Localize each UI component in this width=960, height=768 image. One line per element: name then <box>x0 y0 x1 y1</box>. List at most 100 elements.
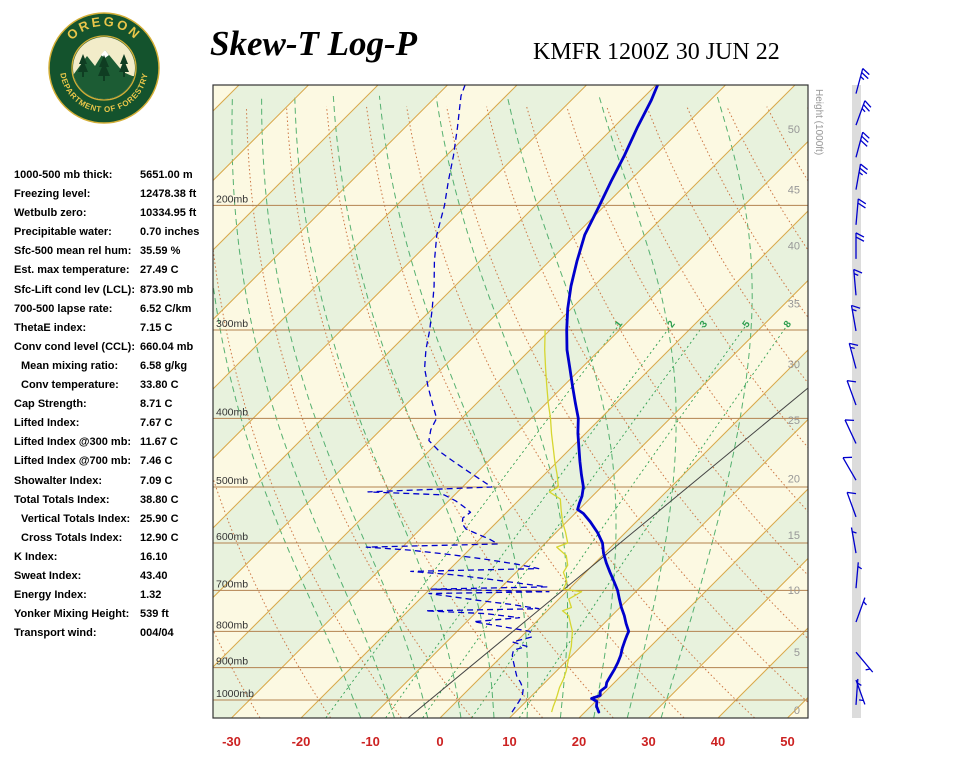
index-row: Freezing level: 12478.38 ft <box>14 185 199 204</box>
logo-forest-art-icon <box>73 50 135 99</box>
index-row: K Index: 16.10 <box>14 548 199 567</box>
svg-text:10: 10 <box>788 585 800 597</box>
index-value: 27.49 C <box>140 264 179 277</box>
wind-barbs-group <box>842 68 874 705</box>
index-label: Lifted Index @700 mb: <box>14 455 132 468</box>
index-value: 12.90 C <box>140 531 179 544</box>
svg-text:400mb: 400mb <box>216 406 248 418</box>
index-label: K Index: <box>14 550 58 563</box>
svg-text:25: 25 <box>788 415 800 427</box>
index-value: 25.90 C <box>140 512 179 525</box>
svg-text:20: 20 <box>788 473 800 485</box>
index-row: Transport wind: 004/04 <box>14 624 199 643</box>
index-value: 6.58 g/kg <box>140 359 188 372</box>
svg-text:30: 30 <box>788 359 800 371</box>
index-label: Est. max temperature: <box>14 264 130 277</box>
svg-text:3: 3 <box>698 319 710 330</box>
index-row: 1000-500 mb thick: 5651.00 m <box>14 166 199 185</box>
svg-text:10: 10 <box>502 734 516 749</box>
svg-text:30: 30 <box>641 734 655 749</box>
plot-border <box>212 84 809 719</box>
logo-inner-border <box>71 35 137 101</box>
temp-axis-labels: -30 -20 -10 0 10 20 30 40 50 <box>222 734 795 749</box>
index-row: Mean mixing ratio: 6.58 g/kg <box>14 357 199 376</box>
svg-text:200mb: 200mb <box>216 193 248 205</box>
svg-text:1000mb: 1000mb <box>216 688 254 700</box>
index-label: Precipitable water: <box>14 226 112 239</box>
index-value: 8.71 C <box>140 398 173 411</box>
index-label: 1000-500 mb thick: <box>14 169 113 181</box>
index-label: Cross Totals Index: <box>21 531 123 544</box>
mixing-ratio-labels: 1 2 3 5 8 <box>613 319 794 330</box>
index-row: Lifted Index @700 mb: 7.46 C <box>14 452 199 471</box>
index-label: Total Totals Index: <box>14 493 110 506</box>
index-label: Showalter Index: <box>14 474 103 487</box>
index-row: Lifted Index: 7.67 C <box>14 414 199 433</box>
index-label: Transport wind: <box>14 627 97 640</box>
svg-text:-20: -20 <box>292 734 311 749</box>
svg-text:50: 50 <box>780 734 794 749</box>
svg-text:20: 20 <box>572 734 586 749</box>
indices-panel: 1000-500 mb thick: 5651.00 m Freezing leve… <box>14 166 199 643</box>
dewpoint-curve <box>365 85 550 713</box>
index-value: 16.10 <box>140 550 168 563</box>
index-label: Sweat Index: <box>14 569 82 582</box>
isotherms-group <box>213 85 808 718</box>
svg-text:0: 0 <box>436 734 443 749</box>
index-row: Vertical Totals Index: 25.90 C <box>14 510 199 529</box>
svg-text:600mb: 600mb <box>216 531 248 543</box>
index-row: Conv temperature: 33.80 C <box>14 376 199 395</box>
index-label: Cap Strength: <box>14 398 87 411</box>
index-row: Yonker Mixing Height: 539 ft <box>14 605 199 624</box>
index-row: Wetbulb zero: 10334.95 ft <box>14 204 199 223</box>
svg-text:5: 5 <box>794 647 800 659</box>
station-datetime: KMFR 1200Z 30 JUN 22 <box>533 39 780 65</box>
index-row: Sfc-500 mean rel hum: 35.59 % <box>14 242 199 261</box>
isobars-group <box>213 204 808 701</box>
wind-staff-strip <box>852 85 861 718</box>
temperature-curve <box>565 85 660 714</box>
index-value: 004/04 <box>140 627 174 640</box>
svg-text:900mb: 900mb <box>216 656 248 668</box>
svg-text:5: 5 <box>741 319 753 330</box>
index-label: Wetbulb zero: <box>14 207 87 220</box>
index-value: 35.59 % <box>140 245 181 258</box>
svg-text:45: 45 <box>788 185 800 197</box>
svg-text:8: 8 <box>782 319 794 330</box>
index-value: 5651.00 m <box>140 169 193 181</box>
index-label: ThetaE index: <box>14 321 87 334</box>
index-row: 700-500 lapse rate: 6.52 C/km <box>14 300 199 319</box>
index-value: 539 ft <box>140 608 169 621</box>
index-label: 700-500 lapse rate: <box>14 302 113 315</box>
index-value: 873.90 mb <box>140 283 194 296</box>
index-value: 7.67 C <box>140 417 173 430</box>
index-value: 0.70 inches <box>140 226 200 239</box>
index-row: Cross Totals Index: 12.90 C <box>14 529 199 548</box>
plot-area <box>213 85 808 718</box>
odf-logo: OREGON DEPARTMENT OF FORESTRY <box>48 12 160 124</box>
index-row: Showalter Index: 7.09 C <box>14 472 199 491</box>
index-row: Lifted Index @300 mb: 11.67 C <box>14 433 199 452</box>
index-value: 7.09 C <box>140 474 173 487</box>
svg-text:2: 2 <box>666 319 678 330</box>
pressure-labels-group: 200mb 300mb 400mb 500mb 600mb 700mb 800mb 900mb… <box>216 193 254 700</box>
index-label: Mean mixing ratio: <box>21 359 119 372</box>
index-row: Conv cond level (CCL): 660.04 mb <box>14 338 199 357</box>
svg-text:40: 40 <box>788 241 800 253</box>
index-value: 6.52 C/km <box>140 302 192 315</box>
page-title: Skew-T Log-P <box>210 24 418 63</box>
index-value: 33.80 C <box>140 379 179 392</box>
index-row: Total Totals Index: 38.80 C <box>14 491 199 510</box>
svg-text:50: 50 <box>788 124 800 136</box>
index-label: Vertical Totals Index: <box>21 512 131 525</box>
index-row: Cap Strength: 8.71 C <box>14 395 199 414</box>
index-row: Sfc-Lift cond lev (LCL): 873.90 mb <box>14 281 199 300</box>
index-label: Energy Index: <box>14 589 87 602</box>
index-label: Conv cond level (CCL): <box>14 340 136 353</box>
index-label: Freezing level: <box>14 188 91 201</box>
index-value: 38.80 C <box>140 493 179 506</box>
svg-text:-10: -10 <box>361 734 380 749</box>
index-row: Sweat Index: 43.40 <box>14 567 199 586</box>
svg-text:15: 15 <box>788 530 800 542</box>
